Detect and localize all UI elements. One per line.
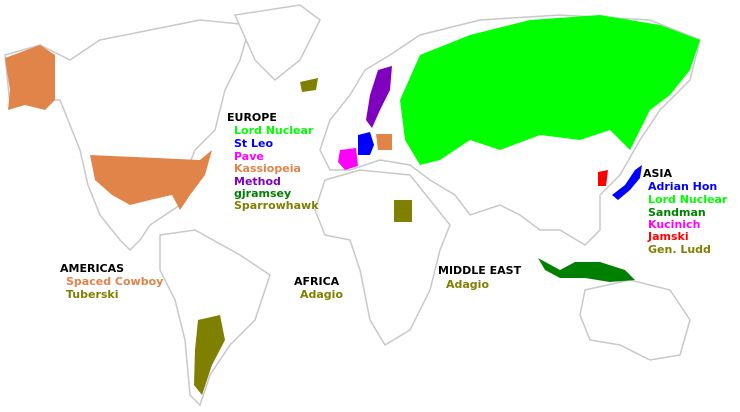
territory-iceland: [300, 78, 318, 92]
territory-usa: [90, 150, 212, 210]
player-label: Adagio: [300, 288, 344, 301]
territory-sweden: [366, 66, 392, 128]
player-label: Pave: [234, 150, 264, 163]
region-title-africa: AFRICA: [294, 275, 340, 288]
player-label: Jamski: [648, 230, 689, 243]
territory-poland: [376, 134, 392, 150]
territory-egypt: [394, 200, 412, 222]
player-label: Gen. Ludd: [648, 243, 711, 256]
land-africa: [314, 169, 451, 347]
player-label: Sparrowhawk: [234, 199, 319, 212]
territory-indonesia: [538, 258, 635, 282]
player-label: Adagio: [446, 278, 490, 291]
region-title-americas: AMERICAS: [60, 262, 125, 275]
player-label: Kassiopeia: [234, 162, 301, 175]
player-label: Tuberski: [66, 288, 119, 301]
player-label: Method: [234, 175, 281, 188]
territory-russia: [400, 15, 700, 165]
land-australia: [579, 279, 691, 361]
territory-france: [338, 148, 358, 170]
player-label: Sandman: [648, 206, 706, 219]
territory-alaska: [5, 45, 55, 110]
territory-germany: [358, 132, 374, 155]
player-label: Adrian Hon: [648, 180, 718, 193]
player-label: Kucinich: [648, 218, 701, 231]
territory-japan: [612, 165, 642, 200]
player-label: Lord Nuclear: [648, 193, 728, 206]
region-title-asia: ASIA: [643, 167, 673, 180]
territory-korea: [598, 170, 608, 186]
land-greenland: [233, 4, 321, 82]
player-label: St Leo: [234, 137, 274, 150]
player-label: Lord Nuclear: [234, 124, 314, 137]
player-label: Spaced Cowboy: [66, 275, 164, 288]
region-title-middle-east: MIDDLE EAST: [438, 264, 522, 277]
territory-argentina: [194, 315, 225, 395]
player-label: gjramsey: [234, 187, 292, 200]
region-title-europe: EUROPE: [227, 111, 277, 124]
